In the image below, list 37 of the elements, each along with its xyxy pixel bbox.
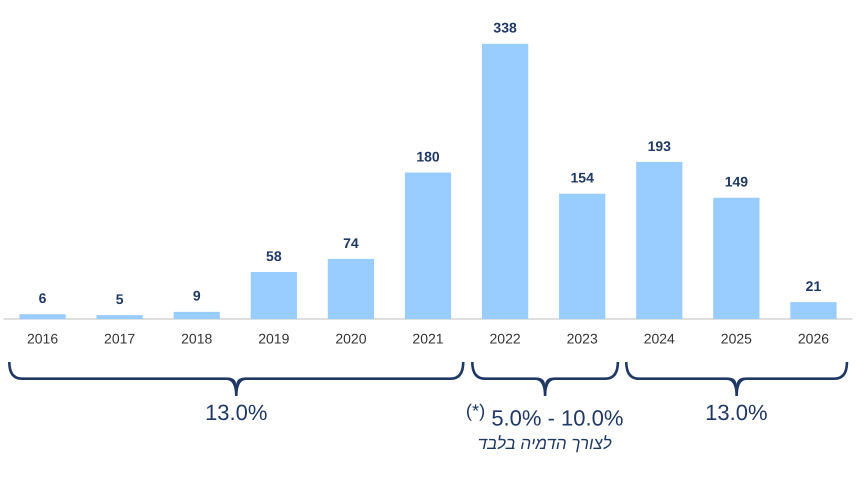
x-tick-label: 2026 xyxy=(798,330,830,346)
text: 13.0% xyxy=(204,400,268,426)
text: $^{(*)}$ 5.0% - 10.0% xyxy=(464,400,624,432)
text: 13.0% xyxy=(705,400,768,425)
data-label: 9 xyxy=(192,288,201,304)
data-label: 338 xyxy=(493,20,517,36)
data-label: 154 xyxy=(570,170,594,186)
bar xyxy=(96,315,143,320)
bar xyxy=(790,302,837,320)
data-label: 74 xyxy=(343,234,359,251)
data-label: 21 xyxy=(806,278,822,294)
x-tick-label: 2018 xyxy=(181,330,213,346)
bar xyxy=(250,272,297,320)
x-tick-label: 2016 xyxy=(26,330,58,346)
data-label: 58 xyxy=(266,248,282,264)
x-tick-label: 2020 xyxy=(335,330,367,346)
x-tick-label: 2025 xyxy=(720,330,752,346)
x-tick-label: 2017 xyxy=(104,330,136,346)
data-label: 6 xyxy=(38,290,47,306)
x-tick-label: 2021 xyxy=(412,330,444,346)
x-tick-label: 2024 xyxy=(644,330,676,346)
bar xyxy=(19,314,66,320)
data-label: 149 xyxy=(724,174,748,190)
bar xyxy=(636,162,682,320)
x-tick-label: 2022 xyxy=(490,330,521,346)
bar xyxy=(328,258,374,320)
bar xyxy=(713,198,760,320)
data-label: 180 xyxy=(416,148,440,164)
bar xyxy=(482,44,528,320)
bar xyxy=(404,172,452,320)
text: לצורך הדמיה בלבד xyxy=(476,434,613,454)
x-tick-label: 2019 xyxy=(258,330,290,346)
data-label: 5 xyxy=(116,290,124,307)
bar xyxy=(174,312,220,320)
x-tick-label: 2023 xyxy=(566,330,598,346)
bar xyxy=(559,194,606,320)
data-label: 193 xyxy=(648,138,672,154)
